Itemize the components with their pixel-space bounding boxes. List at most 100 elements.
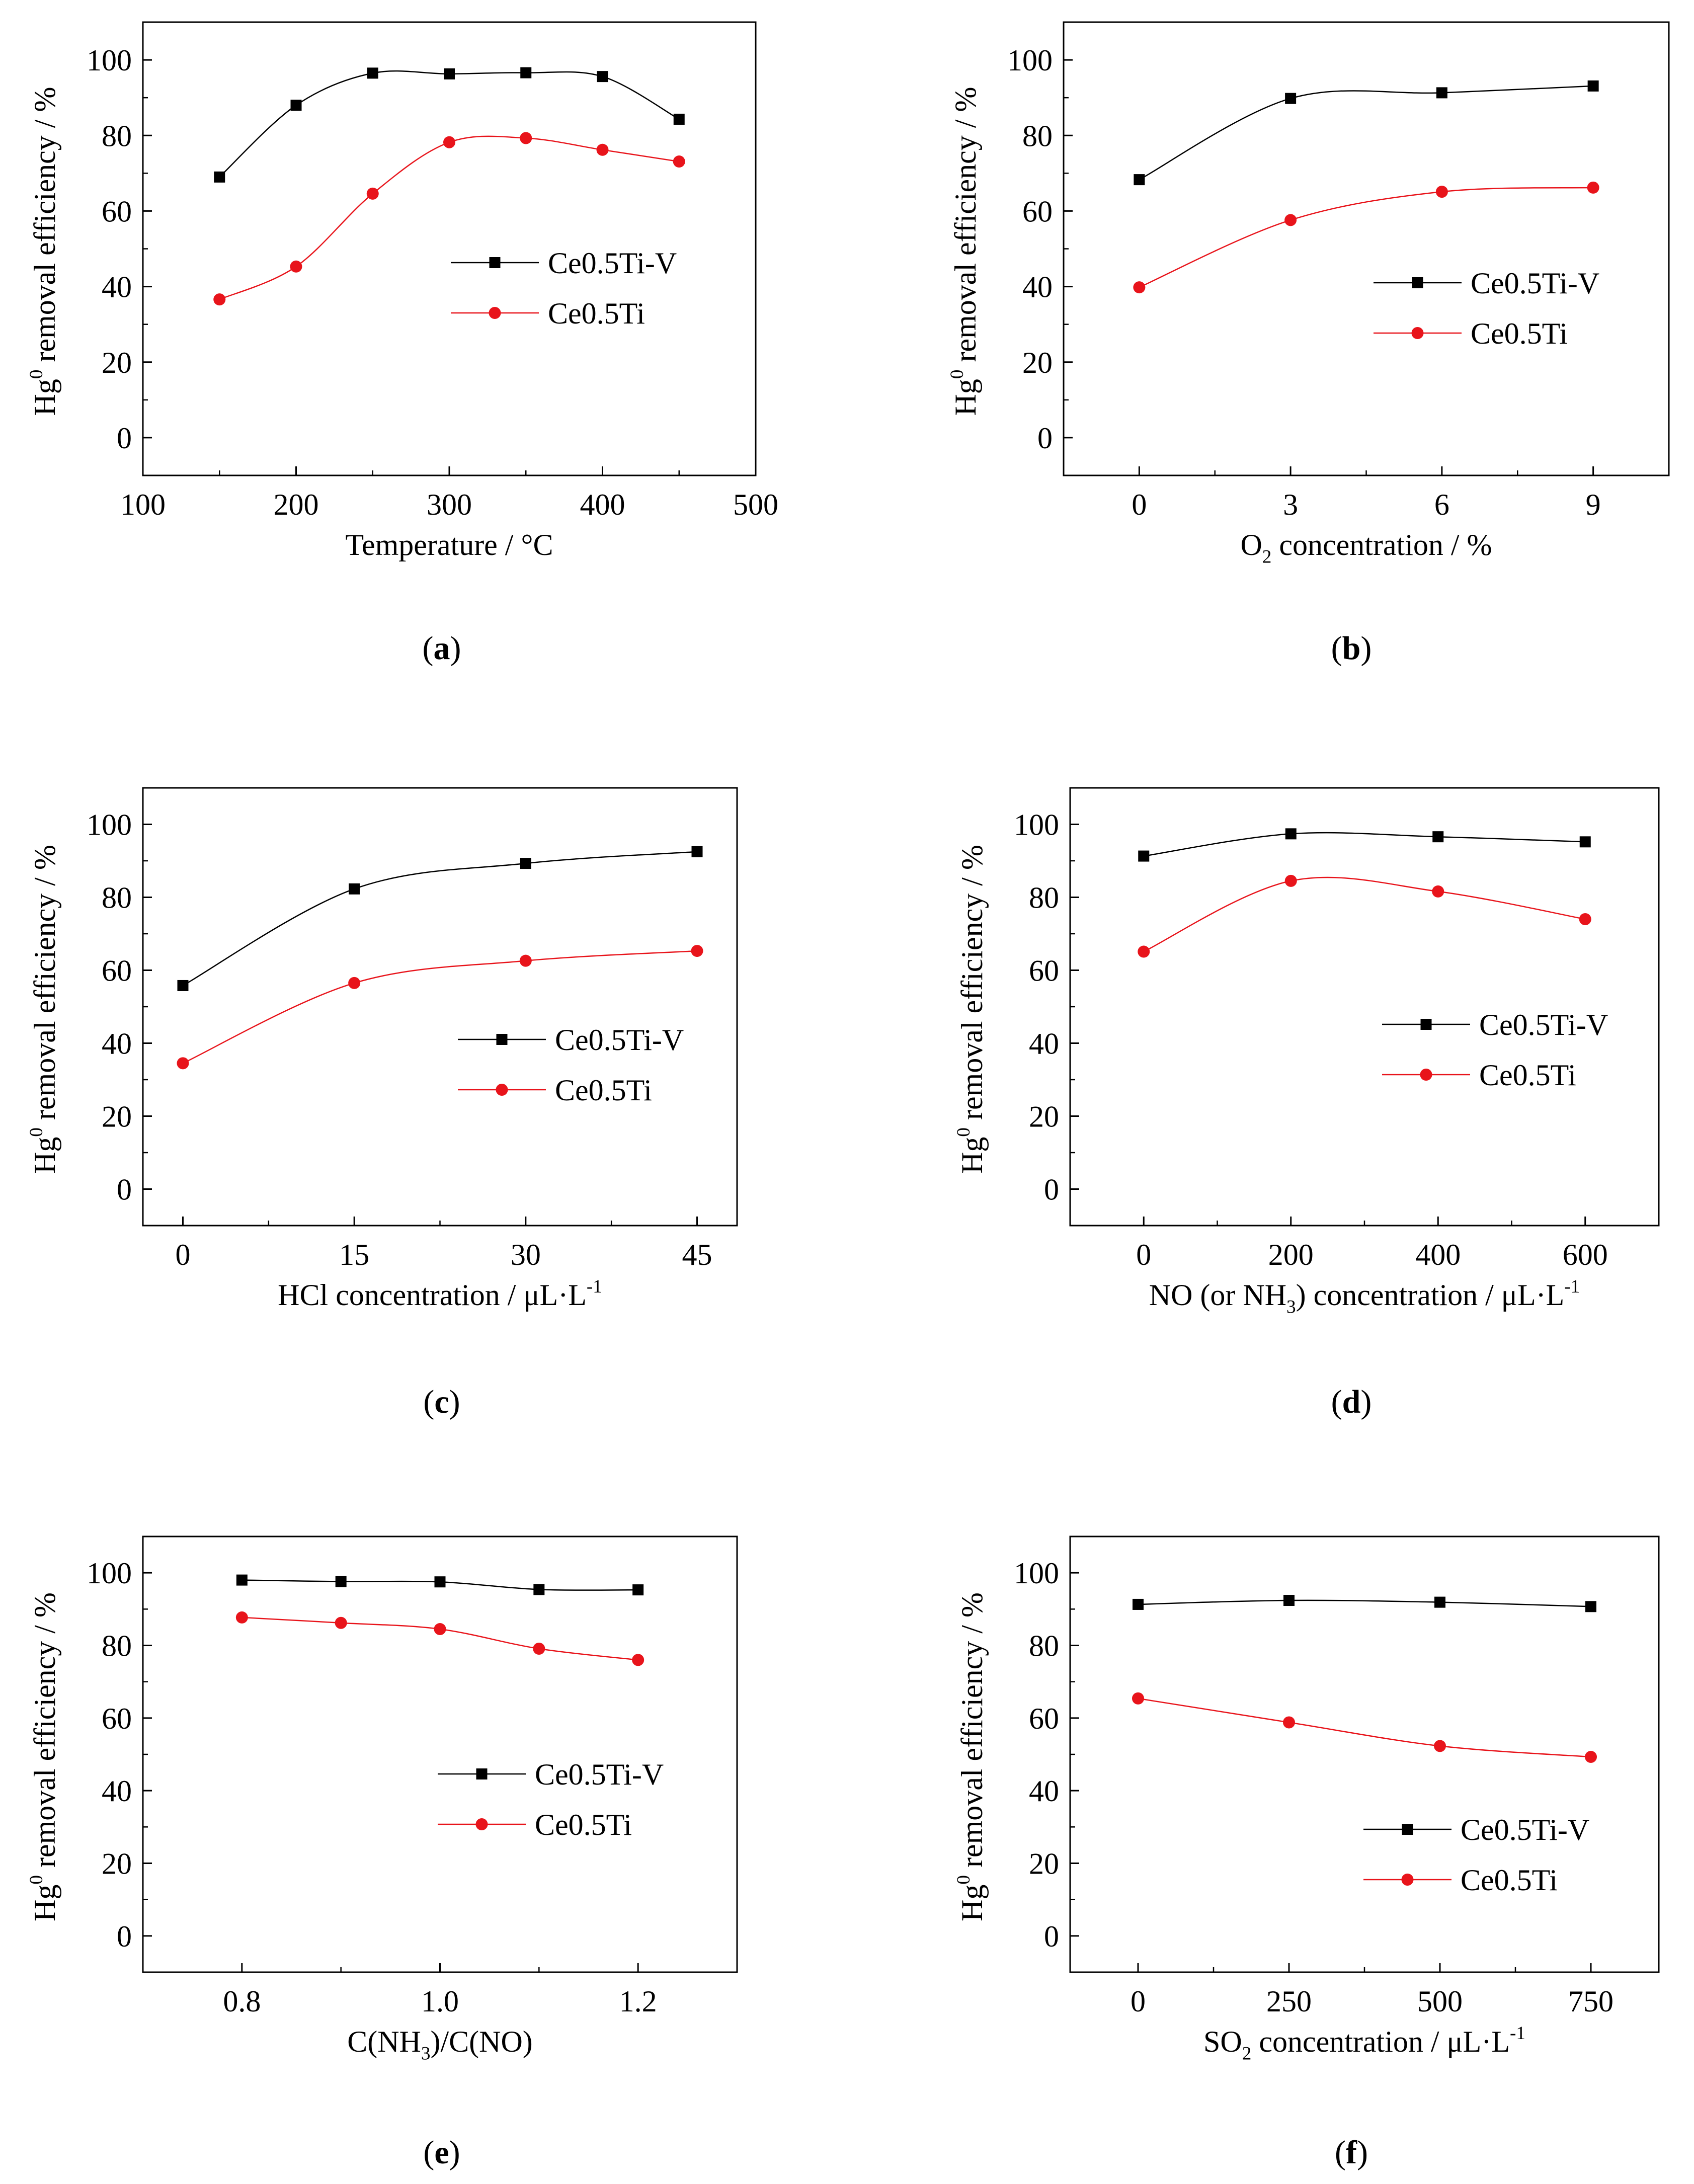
x-tick-label: 100 [120,488,166,521]
legend-marker-square [489,257,501,268]
legend-marker-circle [489,307,501,319]
y-tick-label: 0 [117,1173,132,1206]
point-ce05ti [1132,1692,1144,1705]
panel-caption: (b) [1331,630,1372,667]
panel-letter: f [1346,2134,1357,2171]
x-tick-label: 400 [1415,1238,1461,1271]
panel-letter: a [434,630,450,667]
y-tick-label: 100 [1007,44,1053,77]
point-ce05ti [1585,1751,1597,1763]
x-tick-label: 0.8 [223,1985,261,2018]
y-tick-label: 100 [1014,1557,1059,1590]
series-line-ce05ti-v [1144,832,1585,857]
point-ce05ti-v [434,1576,446,1588]
panel-d: 0 20 40 60 80 100 0 200 400 600 NO (or NH3) concen… [953,787,1660,1420]
point-ce05ti [519,954,532,967]
y-tick-label: 40 [102,1027,132,1061]
point-ce05ti [673,155,685,168]
series-line-ce05ti [1138,1697,1591,1758]
panel-caption: (d) [1331,1384,1372,1420]
y-tick-label: 80 [1022,119,1053,152]
legend: Ce0.5Ti-V Ce0.5Ti [458,1023,684,1107]
y-axis-title: Hg0 removal efficiency / % [26,87,61,416]
point-ce05ti [596,143,609,156]
legend: Ce0.5Ti-V Ce0.5Ti [1374,267,1599,350]
point-ce05ti-v [1587,80,1599,92]
y-tick-label: 80 [102,881,132,915]
panel-b: 0 20 40 60 80 100 0 3 6 9 O2 concentration / % Hg0 … [947,21,1670,667]
y-tick-label: 40 [1022,271,1053,304]
point-ce05ti [691,945,703,957]
series-line-ce05ti [182,950,697,1064]
legend-label: Ce0.5Ti [1471,317,1568,350]
legend-label: Ce0.5Ti [548,297,645,330]
x-tick-label: 500 [733,488,778,521]
x-tick-label: 600 [1563,1238,1608,1271]
y-tick-label: 80 [102,119,132,152]
x-tick-label: 500 [1417,1985,1463,2018]
point-ce05ti [1283,1716,1295,1729]
y-tick-label: 60 [102,954,132,988]
series-line-ce05ti-v [1138,1599,1591,1607]
x-axis-title: SO2 concentration / μL·L-1 [1203,2023,1525,2064]
panel-caption: (a) [423,630,461,667]
legend-label: Ce0.5Ti [1461,1864,1558,1897]
point-ce05ti-v [691,846,703,857]
x-axis-title: NO (or NH3) concentration / μL·L-1 [1149,1276,1580,1318]
point-ce05ti [1434,1740,1446,1752]
series-line-ce05ti [1139,187,1593,288]
plot-frame [142,787,738,1227]
point-ce05ti [290,260,302,273]
legend-marker-circle [1401,1874,1414,1886]
point-ce05ti-v [520,67,532,78]
point-ce05ti [1284,874,1297,887]
plot-frame [142,1535,738,1973]
point-ce05ti [1284,214,1297,226]
y-axis-title: Hg0 removal efficiency / % [947,87,982,416]
legend: Ce0.5Ti-V Ce0.5Ti [1363,1813,1589,1897]
legend-marker-square [496,1034,508,1045]
legend-label: Ce0.5Ti [1479,1059,1576,1092]
panel-letter: b [1342,630,1361,667]
legend-label: Ce0.5Ti [535,1808,632,1841]
point-ce05ti [348,977,361,989]
x-tick-label: 300 [427,488,472,521]
x-tick-label: 30 [511,1238,541,1271]
y-tick-label: 20 [1029,1100,1059,1134]
point-ce05ti [335,1616,347,1629]
series-line-ce05ti-v [1139,85,1593,181]
legend: Ce0.5Ti-V Ce0.5Ti [1382,1008,1608,1092]
point-ce05ti-v [673,113,685,125]
point-ce05ti-v [444,68,455,79]
y-tick-label: 60 [102,1702,132,1735]
panel-a: 0 20 40 60 80 100 100 200 300 400 500 Temperature /… [26,21,778,667]
x-tick-label: 45 [682,1238,712,1271]
legend-label: Ce0.5Ti-V [1471,267,1599,300]
series-line-ce05ti-v [182,851,697,987]
legend-marker-circle [496,1084,508,1096]
y-tick-label: 60 [1022,195,1053,228]
panel-letter: d [1342,1384,1361,1420]
series-line-ce05ti-v [219,70,680,178]
point-ce05ti [434,1623,446,1636]
plot-frame [1063,21,1670,476]
x-tick-label: 9 [1586,488,1601,521]
x-tick-label: 250 [1266,1985,1312,2018]
point-ce05ti [1138,945,1150,958]
legend-label: Ce0.5Ti-V [1479,1008,1608,1041]
point-ce05ti [177,1057,189,1070]
point-ce05ti-v [1134,174,1145,186]
legend-label: Ce0.5Ti-V [535,1758,664,1791]
panel-f: 0 20 40 60 80 100 0 250 500 750 SO2 concentration … [953,1535,1660,2171]
point-ce05ti [533,1642,545,1655]
y-tick-label: 0 [1037,422,1053,455]
x-axis-title: HCl concentration / μL·L-1 [278,1276,602,1312]
point-ce05ti-v [1585,1601,1596,1612]
point-ce05ti-v [533,1584,545,1595]
point-ce05ti-v [1436,87,1447,99]
y-tick-label: 60 [1029,1702,1059,1735]
x-tick-label: 15 [339,1238,369,1271]
y-tick-label: 40 [1029,1774,1059,1808]
point-ce05ti-v [290,100,302,111]
